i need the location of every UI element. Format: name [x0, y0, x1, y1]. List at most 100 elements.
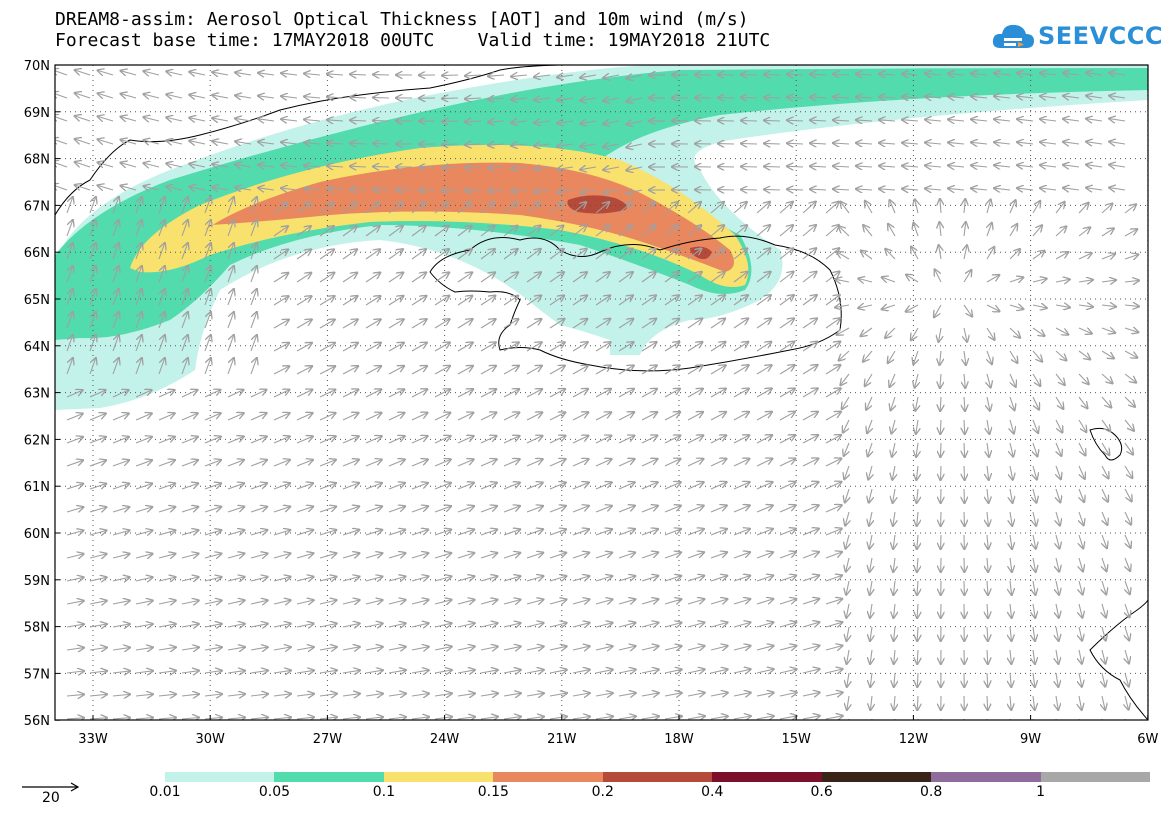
wind-arrow [112, 312, 119, 329]
wind-arrow [892, 442, 895, 457]
wind-arrow [856, 74, 873, 75]
wind-arrow [480, 413, 496, 421]
wind-arrow [250, 717, 268, 719]
wind-arrow [572, 202, 586, 214]
wind-arrow [825, 318, 840, 329]
wind-arrow [204, 437, 221, 444]
wind-arrow [342, 366, 358, 375]
wind-arrow [870, 626, 872, 641]
wind-arrow [595, 482, 612, 490]
wind-arrow [350, 74, 367, 75]
wind-arrow [595, 342, 611, 352]
wind-arrow [802, 202, 816, 214]
wind-arrow [964, 511, 965, 526]
wind-arrow [181, 243, 188, 260]
wind-arrow [227, 312, 234, 329]
wind-arrow [1078, 228, 1090, 237]
wind-arrow [846, 534, 850, 549]
wind-arrow [480, 553, 497, 558]
wind-arrow [442, 167, 459, 168]
wind-arrow [365, 577, 382, 581]
wind-arrow [733, 482, 750, 490]
longitude-tick-label: 12W [899, 732, 929, 747]
wind-arrow [442, 190, 459, 191]
wind-arrow [112, 243, 119, 260]
wind-arrow [250, 437, 267, 444]
wind-arrow [915, 373, 918, 388]
wind-arrow [1079, 649, 1082, 664]
wind-arrow [273, 624, 291, 627]
wind-arrow [687, 342, 702, 352]
wind-arrow [618, 599, 635, 604]
wind-arrow [863, 350, 873, 362]
wind-arrow [987, 534, 988, 549]
wind-arrow [204, 600, 222, 604]
wind-arrow [618, 202, 632, 214]
latitude-tick-label: 62N [24, 433, 50, 448]
wind-arrow [1010, 396, 1015, 410]
wind-arrow [810, 166, 827, 167]
wind-arrow [388, 600, 406, 604]
wind-arrow [987, 603, 988, 618]
wind-arrow [55, 70, 68, 76]
wind-arrow [885, 249, 896, 260]
wind-arrow [825, 482, 841, 490]
wind-arrow [846, 580, 849, 595]
wind-arrow [1033, 580, 1035, 595]
wind-arrow [112, 220, 119, 237]
wind-arrow [526, 412, 542, 421]
wind-arrow [1017, 119, 1034, 121]
wind-arrow [802, 482, 818, 490]
wind-arrow [865, 201, 873, 214]
wind-arrow [434, 717, 452, 719]
wind-arrow [1079, 672, 1082, 687]
wind-arrow [1125, 626, 1129, 640]
latitude-tick-label: 66N [24, 246, 50, 261]
wind-arrow [273, 530, 290, 535]
wind-arrow [534, 144, 551, 146]
wind-arrow [779, 225, 793, 237]
wind-arrow [212, 164, 229, 167]
wind-arrow [837, 327, 850, 335]
wind-arrow [833, 97, 850, 98]
wind-arrow [112, 414, 129, 421]
wind-arrow [350, 143, 367, 144]
wind-arrow [442, 121, 459, 122]
wind-arrow [1124, 419, 1134, 431]
wind-arrow [1063, 73, 1080, 75]
wind-arrow [870, 557, 873, 572]
wind-arrow [595, 623, 613, 627]
seevccc-logo: SEEVCCC [990, 18, 1163, 58]
wind-arrow [971, 119, 988, 121]
wind-arrow [603, 144, 620, 147]
wind-arrow [350, 166, 367, 167]
wind-arrow [1124, 328, 1138, 332]
wind-arrow [98, 185, 114, 190]
wind-arrow [1124, 280, 1139, 282]
wind-arrow [664, 272, 679, 283]
wind-arrow [388, 483, 405, 490]
wind-arrow [1078, 280, 1093, 282]
wind-arrow [411, 273, 426, 283]
wind-arrow [549, 483, 566, 490]
wind-arrow [1078, 305, 1093, 307]
wind-arrow [756, 693, 774, 696]
wind-arrow [733, 576, 750, 582]
wind-arrow [1102, 649, 1105, 664]
wind-arrow [373, 167, 390, 168]
wind-arrow [342, 296, 358, 306]
wind-arrow [557, 167, 574, 169]
wind-arrow [572, 693, 590, 696]
wind-arrow [434, 553, 451, 558]
wind-arrow [1109, 96, 1126, 98]
wind-arrow [971, 142, 988, 144]
wind-arrow [388, 226, 403, 237]
wind-arrow [457, 319, 473, 329]
wind-arrow [457, 670, 475, 673]
wind-arrow [204, 530, 221, 535]
wind-arrow [902, 97, 919, 98]
wind-arrow [480, 342, 496, 352]
wind-arrow [480, 530, 497, 536]
wind-arrow [733, 693, 751, 696]
wind-arrow [626, 98, 643, 101]
